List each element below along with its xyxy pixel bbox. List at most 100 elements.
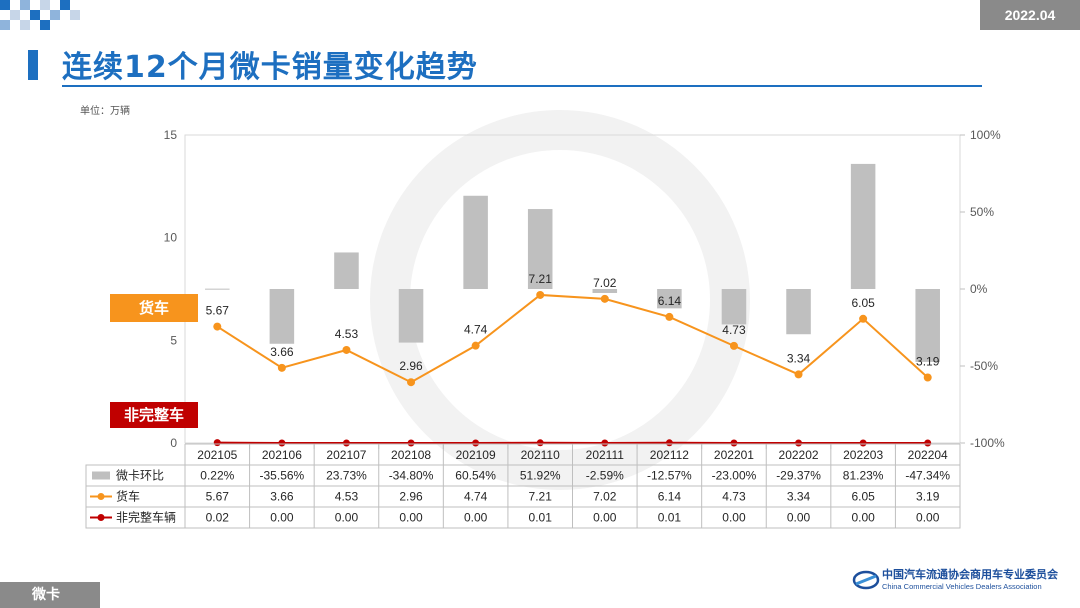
category-label: 202201	[714, 448, 754, 462]
truck-data-label: 6.14	[658, 294, 682, 308]
table-cell-value: 0.00	[593, 511, 617, 525]
category-label: 202203	[843, 448, 883, 462]
series-legend-label: 非完整车辆	[116, 510, 176, 525]
truck-data-label: 3.19	[916, 354, 940, 368]
incomplete-vehicle-point	[472, 439, 480, 447]
unit-label: 单位：万辆	[80, 106, 130, 117]
truck-point	[213, 322, 222, 331]
truck-point	[600, 294, 609, 303]
mom-bar	[657, 289, 682, 309]
table-cell-value: 7.21	[529, 490, 553, 504]
mom-bar	[334, 252, 359, 289]
table-cell-value: -2.59%	[586, 469, 624, 483]
legend-line-marker	[97, 493, 105, 500]
y-left-tick-label: 5	[170, 333, 177, 347]
truck-point	[342, 345, 351, 354]
category-label: 202112	[650, 448, 689, 462]
table-cell-value: 0.00	[464, 511, 488, 525]
incomplete-vehicle-point	[536, 439, 544, 447]
mom-bar	[205, 288, 230, 290]
mom-bar	[463, 195, 488, 289]
table-cell-value: -35.56%	[260, 469, 305, 483]
table-cell-value: 0.00	[270, 511, 294, 525]
incomplete-vehicle-point	[407, 439, 415, 447]
table-cell-value: -23.00%	[712, 469, 757, 483]
table-cell-value: -47.34%	[905, 469, 950, 483]
incomplete-vehicle-point	[213, 439, 221, 447]
mom-bar	[850, 163, 876, 289]
y-right-tick-label: -100%	[970, 436, 1005, 450]
truck-point	[471, 341, 480, 350]
incomplete-vehicle-point	[859, 439, 867, 447]
section-label: 微卡	[0, 582, 100, 608]
mom-bar	[786, 289, 811, 335]
y-left-tick-label: 15	[164, 128, 178, 142]
y-left-tick-label: 0	[170, 436, 177, 450]
table-cell-value: 0.00	[851, 511, 875, 525]
truck-data-label: 3.66	[270, 345, 294, 359]
page-title: 连续12个月微卡销量变化趋势	[62, 50, 478, 85]
association-logo: 中国汽车流通协会商用车专业委员会 China Commercial Vehicl…	[852, 566, 1072, 596]
table-cell-value: -34.80%	[389, 469, 434, 483]
table-cell-value: 5.67	[206, 490, 230, 504]
title-underline	[62, 85, 982, 87]
mom-bar	[915, 289, 940, 362]
category-label: 202108	[391, 448, 431, 462]
table-cell-value: 3.19	[916, 490, 940, 504]
legend-line-marker	[97, 514, 105, 521]
table-cell-value: 4.73	[722, 490, 746, 504]
incomplete-vehicle-point	[278, 439, 286, 447]
table-cell-value: 23.73%	[326, 469, 367, 483]
mom-bar	[592, 289, 618, 293]
table-cell-value: 0.00	[916, 511, 940, 525]
incomplete-vehicle-tag: 非完整车	[110, 402, 198, 428]
category-label: 202111	[586, 448, 625, 462]
truck-point	[665, 312, 674, 321]
y-left-tick-label: 10	[164, 231, 178, 245]
table-cell-value: 2.96	[399, 490, 423, 504]
truck-tag: 货车	[110, 294, 198, 322]
mom-bar	[721, 289, 747, 325]
table-cell-value: 60.54%	[455, 469, 496, 483]
table-cell-value: -12.57%	[647, 469, 692, 483]
table-cell-value: 0.00	[787, 511, 811, 525]
date-badge: 2022.04	[980, 0, 1080, 30]
category-label: 202204	[908, 448, 948, 462]
y-right-tick-label: 100%	[970, 128, 1001, 142]
incomplete-vehicle-point	[342, 439, 350, 447]
table-cell-value: 6.14	[658, 490, 682, 504]
table-cell-value: 4.74	[464, 490, 488, 504]
title-accent-bar	[28, 50, 38, 80]
table-cell-value: 3.34	[787, 490, 811, 504]
category-label: 202109	[456, 448, 496, 462]
truck-data-label: 3.34	[787, 351, 811, 365]
truck-data-label: 6.05	[851, 296, 875, 310]
category-label: 202105	[197, 448, 237, 462]
category-label: 202106	[262, 448, 302, 462]
truck-data-label: 7.02	[593, 276, 617, 290]
association-name-en: China Commercial Vehicles Dealers Associ…	[882, 582, 1042, 591]
truck-data-label: 5.67	[206, 304, 230, 318]
corner-checker-pattern	[0, 0, 80, 30]
mom-bar	[527, 209, 553, 289]
table-cell-value: 3.66	[270, 490, 294, 504]
table-cell-value: 6.05	[851, 490, 875, 504]
table-cell-value: -29.37%	[776, 469, 821, 483]
incomplete-vehicle-point	[730, 439, 738, 447]
truck-point	[923, 373, 932, 382]
truck-data-label: 4.74	[464, 323, 488, 337]
incomplete-vehicle-point	[924, 439, 932, 447]
table-cell-value: 0.00	[722, 511, 746, 525]
legend-bar-swatch	[92, 471, 110, 480]
plot-frame	[184, 134, 961, 444]
table-cell-value: 0.22%	[200, 469, 234, 483]
mom-bar	[269, 289, 295, 344]
truck-line	[216, 293, 929, 384]
table-cell-value: 4.53	[335, 490, 359, 504]
truck-data-label: 4.73	[722, 323, 746, 337]
series-legend-label: 微卡环比	[116, 469, 164, 483]
table-cell-value: 0.01	[658, 511, 682, 525]
category-label: 202110	[521, 448, 560, 462]
incomplete-vehicle-point	[795, 439, 803, 447]
